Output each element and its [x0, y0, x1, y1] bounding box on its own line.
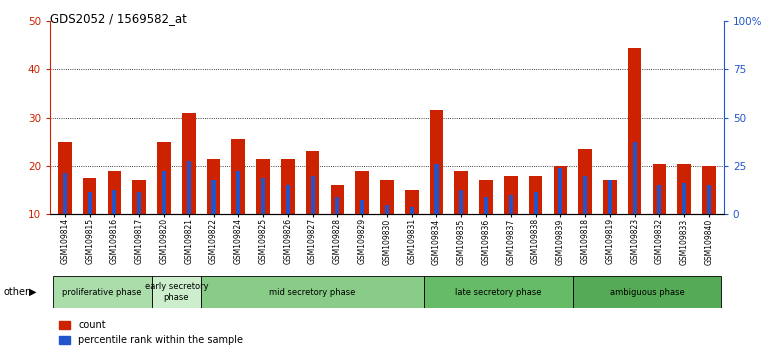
Bar — [509, 195, 513, 262]
Bar — [578, 149, 592, 262]
Text: ▶: ▶ — [29, 287, 37, 297]
Bar — [157, 142, 171, 262]
Bar — [162, 171, 166, 262]
Bar — [108, 171, 121, 262]
Bar — [310, 176, 315, 262]
Bar — [603, 181, 617, 262]
Bar — [608, 181, 612, 262]
Bar — [112, 190, 116, 262]
Text: other: other — [4, 287, 30, 297]
Bar — [330, 185, 344, 262]
Bar — [405, 190, 419, 262]
Bar — [58, 142, 72, 262]
Bar — [583, 176, 588, 262]
Text: early secretory
phase: early secretory phase — [145, 282, 208, 302]
Bar — [529, 176, 542, 262]
Bar — [212, 181, 216, 262]
Bar — [424, 276, 573, 308]
Bar — [430, 110, 444, 262]
Bar — [434, 164, 438, 262]
Bar — [306, 152, 320, 262]
Bar — [83, 178, 96, 262]
Bar — [88, 193, 92, 262]
Bar — [256, 159, 270, 262]
Bar — [286, 185, 290, 262]
Bar — [232, 139, 245, 262]
Bar — [132, 181, 146, 262]
Bar — [558, 169, 562, 262]
Bar — [385, 205, 389, 262]
Bar — [628, 48, 641, 262]
Bar — [678, 164, 691, 262]
Bar — [201, 276, 424, 308]
Bar — [52, 276, 152, 308]
Bar — [534, 193, 537, 262]
Text: mid secretory phase: mid secretory phase — [270, 287, 356, 297]
Bar — [633, 142, 637, 262]
Bar — [152, 276, 201, 308]
Bar — [63, 173, 67, 262]
Bar — [454, 171, 468, 262]
Bar — [261, 178, 265, 262]
Bar — [658, 185, 661, 262]
Bar — [707, 185, 711, 262]
Bar — [573, 276, 721, 308]
Legend: count, percentile rank within the sample: count, percentile rank within the sample — [55, 316, 247, 349]
Bar — [484, 197, 488, 262]
Bar — [137, 193, 141, 262]
Bar — [182, 113, 196, 262]
Bar — [355, 171, 369, 262]
Bar — [281, 159, 295, 262]
Bar — [186, 161, 191, 262]
Text: GDS2052 / 1569582_at: GDS2052 / 1569582_at — [50, 12, 187, 25]
Text: late secretory phase: late secretory phase — [455, 287, 541, 297]
Bar — [653, 164, 666, 262]
Bar — [206, 159, 220, 262]
Bar — [459, 190, 464, 262]
Bar — [410, 207, 413, 262]
Bar — [479, 181, 493, 262]
Bar — [380, 181, 393, 262]
Text: proliferative phase: proliferative phase — [62, 287, 142, 297]
Bar — [504, 176, 517, 262]
Bar — [336, 197, 340, 262]
Bar — [360, 200, 364, 262]
Bar — [682, 183, 686, 262]
Bar — [554, 166, 567, 262]
Bar — [236, 171, 240, 262]
Bar — [702, 166, 716, 262]
Text: ambiguous phase: ambiguous phase — [610, 287, 685, 297]
